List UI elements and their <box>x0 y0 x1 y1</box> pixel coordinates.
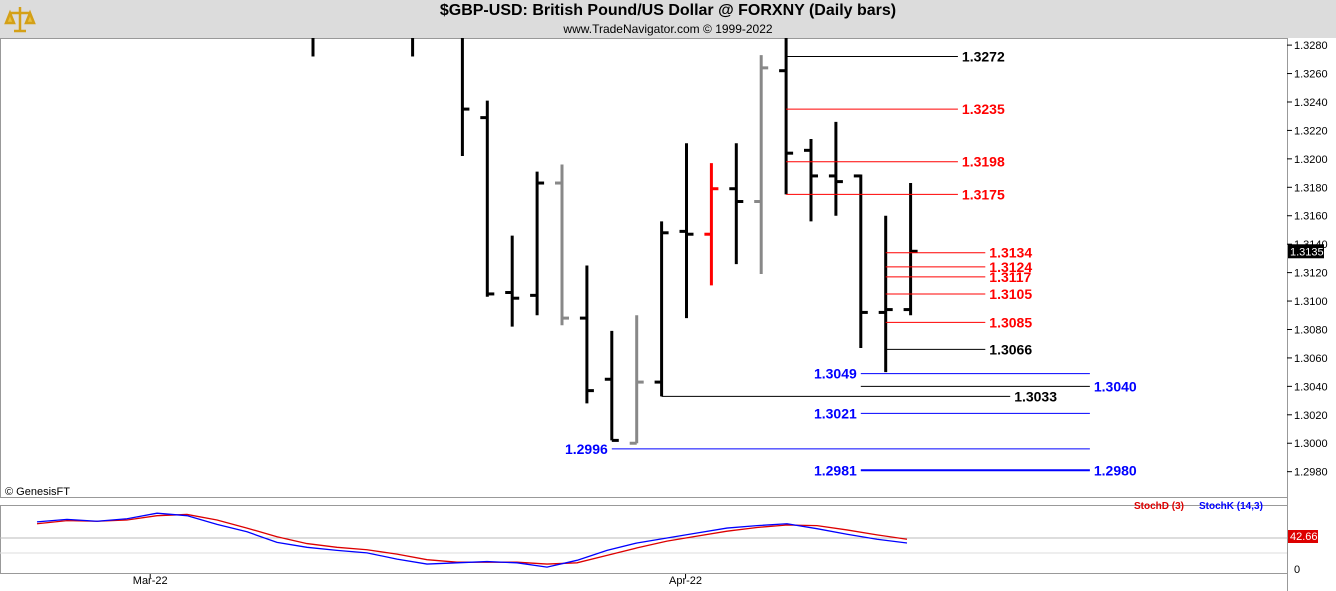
chart-header: $GBP-USD: British Pound/US Dollar @ FORX… <box>0 0 1336 38</box>
level-label: 1.2981 <box>814 462 857 478</box>
price-tick-label: 1.2980 <box>1294 467 1328 479</box>
level-right-label: 1.2980 <box>1094 462 1137 478</box>
last-price-label: 1.3135 <box>1290 246 1324 258</box>
price-tick-label: 1.3280 <box>1294 40 1328 52</box>
level-label: 1.3021 <box>814 405 857 421</box>
level-label: 1.3066 <box>989 341 1032 357</box>
level-label: 1.3085 <box>989 314 1032 330</box>
price-plot-border <box>0 38 1288 498</box>
price-tick-label: 1.3080 <box>1294 324 1328 336</box>
date-label: Apr-22 <box>669 575 702 587</box>
stoch-last-box <box>1288 530 1318 543</box>
level-label: 1.3105 <box>989 286 1032 302</box>
price-axis: 1.2980 1.3000 1.3020 1.3040 1.3060 1.3080 1.31… <box>1287 40 1328 479</box>
stoch-k-legend: StochK (14,3) <box>1199 501 1263 512</box>
level-label: 1.3033 <box>1014 388 1057 404</box>
price-tick-label: 1.3160 <box>1294 211 1328 223</box>
stoch-d-legend: StochD (3) <box>1134 501 1184 512</box>
price-tick-label: 1.3100 <box>1294 296 1328 308</box>
copyright-label: © GenesisFT <box>5 486 70 498</box>
level-label: 1.3049 <box>814 366 857 382</box>
level-label: 1.3134 <box>989 245 1032 261</box>
price-levels: 1.32721.32351.31981.31751.31341.31241.31… <box>565 48 1137 478</box>
price-tick-label: 1.3120 <box>1294 268 1328 280</box>
stoch-d-line <box>36 513 908 565</box>
price-tick-label: 1.3220 <box>1294 125 1328 137</box>
stoch-k-line <box>36 512 908 568</box>
price-tick-label: 1.3240 <box>1294 97 1328 109</box>
price-bars <box>311 38 918 445</box>
date-label: Mar-22 <box>133 575 168 587</box>
price-tick-label: 1.3060 <box>1294 353 1328 365</box>
level-label: 1.3235 <box>962 101 1005 117</box>
level-label: 1.2996 <box>565 441 608 457</box>
level-label: 1.3175 <box>962 186 1005 202</box>
level-label: 1.3117 <box>989 269 1031 285</box>
price-tick-label: 1.3000 <box>1294 438 1328 450</box>
price-tick-label: 1.3020 <box>1294 410 1328 422</box>
price-tick-label: 1.3200 <box>1294 154 1328 166</box>
level-label: 1.3124 <box>989 259 1032 275</box>
trade-navigator-logo-icon <box>4 7 36 33</box>
last-price-box <box>1288 244 1324 259</box>
chart-subtitle: www.TradeNavigator.com © 1999-2022 <box>563 22 773 36</box>
level-label: 1.3272 <box>962 48 1005 64</box>
stoch-tick-label: 0 <box>1294 564 1300 576</box>
date-axis: Mar-22 Apr-22 <box>133 574 702 587</box>
level-label: 1.3198 <box>962 154 1005 170</box>
chart-frame <box>0 38 1288 591</box>
level-right-label: 1.3040 <box>1094 378 1137 394</box>
chart-title: $GBP-USD: British Pound/US Dollar @ FORX… <box>439 2 897 19</box>
price-tick-label: 1.3180 <box>1294 182 1328 194</box>
stochastic-panel: StochD (3)StochK (14,3)05042.66 <box>0 501 1318 576</box>
price-tick-label: 1.3260 <box>1294 69 1328 81</box>
price-tick-label: 1.3040 <box>1294 381 1328 393</box>
stoch-last-label: 42.66 <box>1290 531 1318 543</box>
